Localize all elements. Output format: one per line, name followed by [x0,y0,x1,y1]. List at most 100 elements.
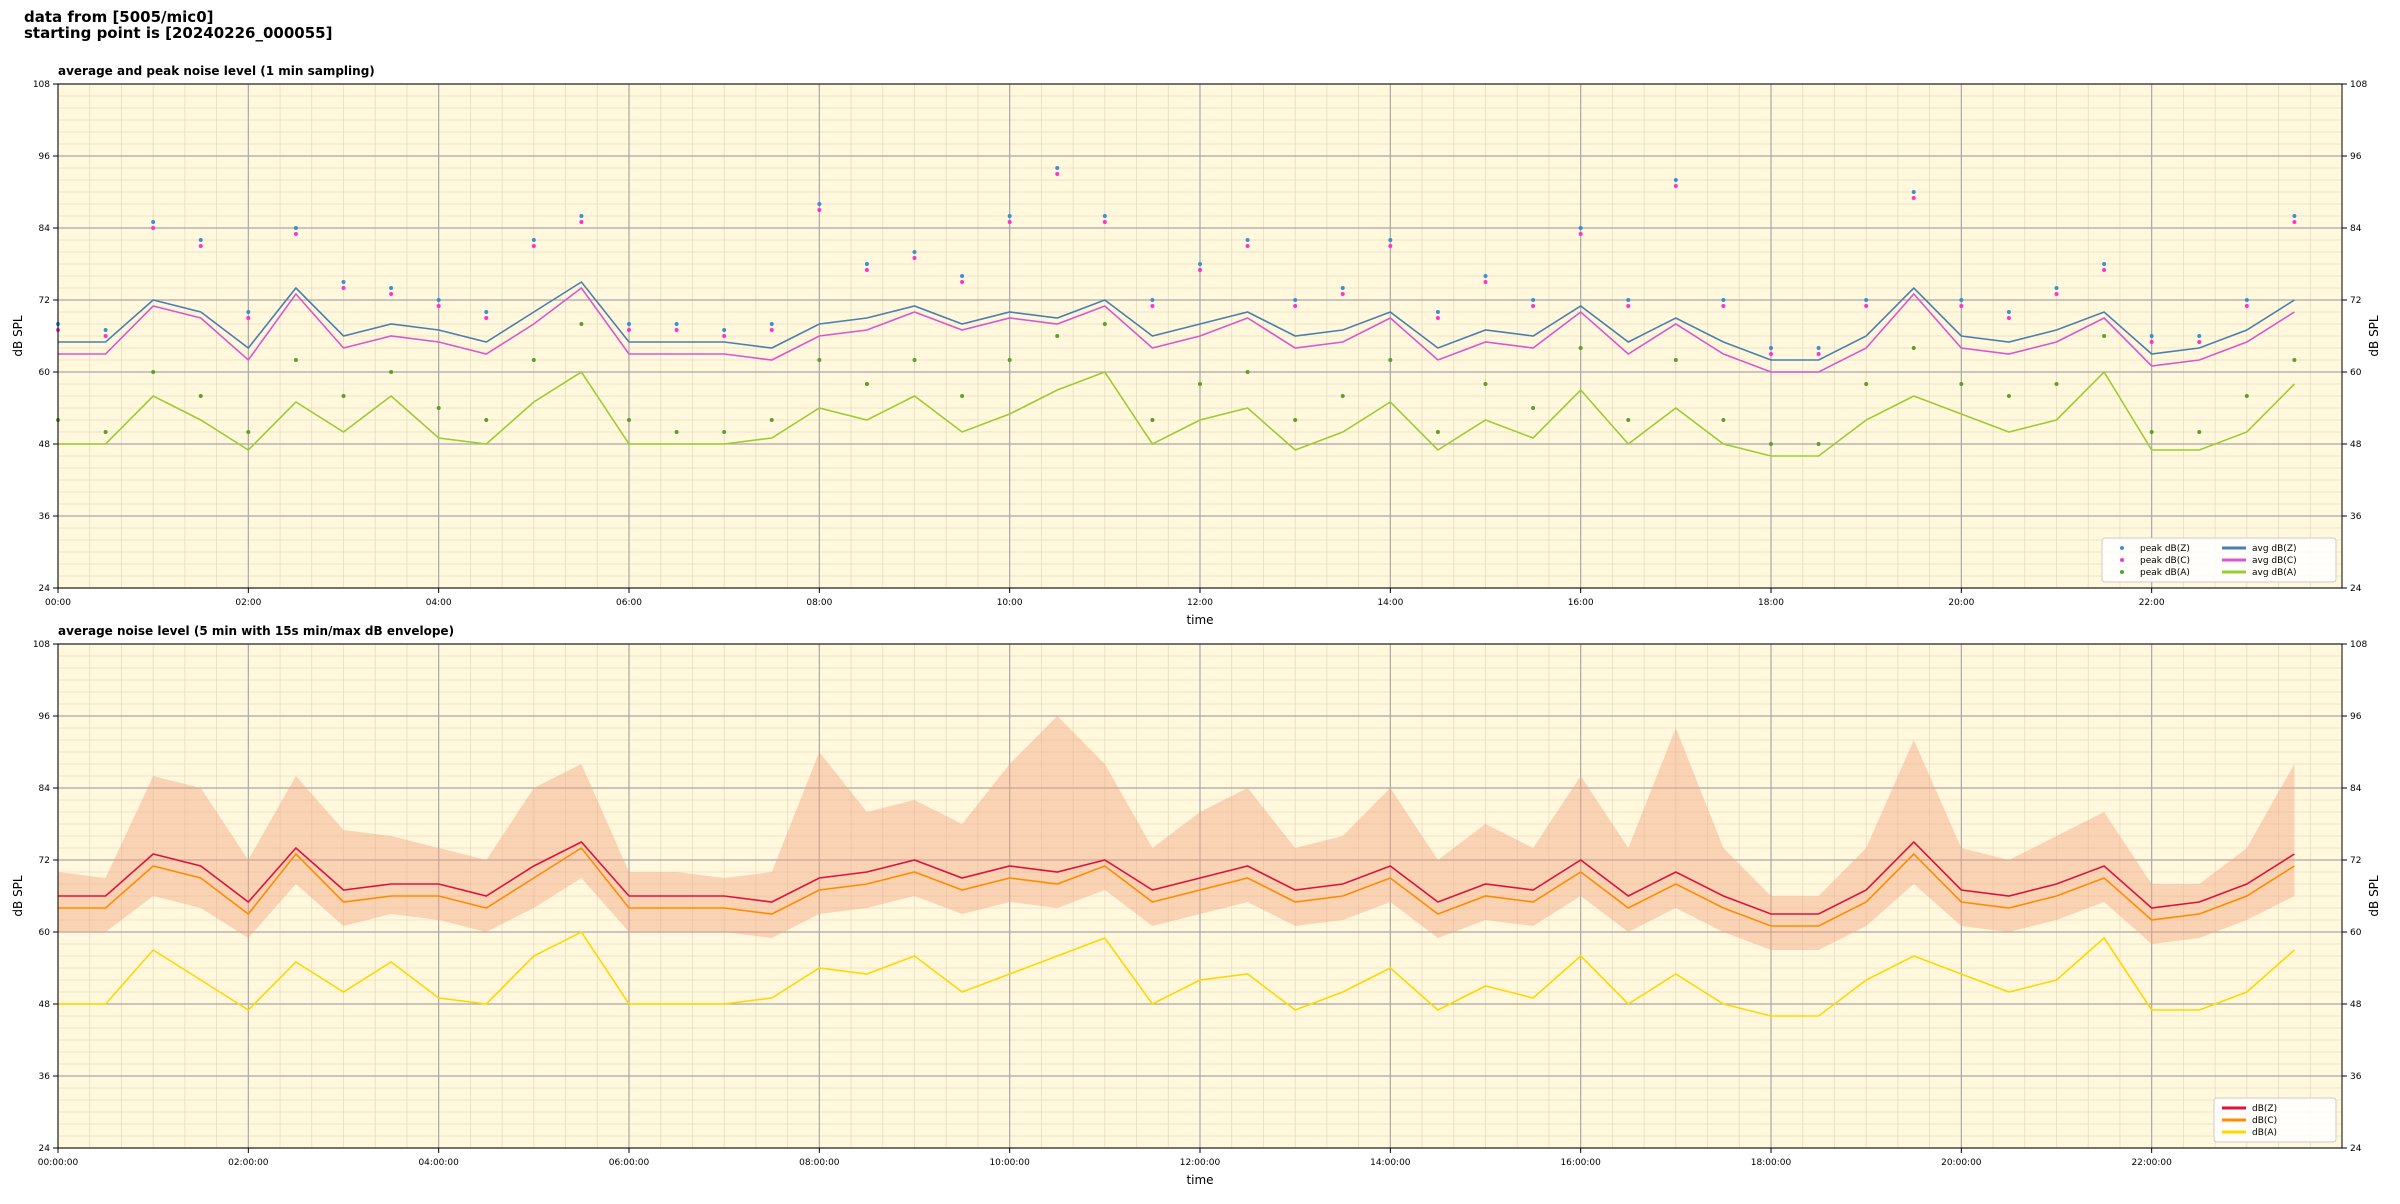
x-tick-label: 04:00 [426,598,452,608]
y2-tick-label: 24 [2350,1144,2362,1154]
peak-point [151,370,156,374]
peak-point [246,430,251,434]
peak-point [579,220,584,224]
peak-point [1626,304,1631,308]
peak-point [1245,370,1250,374]
x-axis-label: time [1186,1173,1213,1187]
series-line [58,846,2295,927]
peak-point [2006,394,2011,398]
legend-marker [2120,546,2124,550]
y2-tick-label: 60 [2350,928,2362,938]
peak-point [103,430,108,434]
peak-point [769,322,774,326]
x-tick-label: 04:00:00 [418,1158,459,1168]
y2-tick-label: 60 [2350,368,2362,378]
peak-point [1911,190,1916,194]
y-tick-label: 60 [39,928,51,938]
series-line [58,840,2295,915]
peak-point [2197,334,2202,338]
peak-point [2006,316,2011,320]
y2-tick-label: 72 [2350,296,2361,306]
peak-point [1150,418,1155,422]
peak-point [1150,304,1155,308]
peak-point [1055,166,1060,170]
peak-point [627,322,631,326]
peak-point [2292,358,2297,362]
peak-point [2149,334,2154,338]
peak-point [389,286,394,290]
peak-point [1388,238,1393,242]
peak-point [2102,268,2107,272]
peak-point [1626,418,1631,422]
peak-point [2197,340,2202,344]
header-line: starting point is [20240226_000055] [24,24,332,42]
x-tick-label: 12:00 [1187,598,1213,608]
peak-point [293,226,298,230]
peak-point [1578,226,1583,230]
y-tick-label: 48 [39,440,51,450]
peak-point [341,280,346,284]
y-axis-label: dB SPL [11,875,25,917]
x-tick-label: 02:00:00 [228,1158,269,1168]
peak-point [1578,232,1583,236]
x-tick-label: 16:00:00 [1560,1158,1601,1168]
x-tick-label: 14:00:00 [1370,1158,1411,1168]
peak-point [389,292,394,296]
series-line [58,370,2295,457]
peak-point [151,220,156,224]
peak-point [531,238,536,242]
peak-point [674,328,679,332]
y2-axis-label: dB SPL [2367,875,2381,917]
x-tick-label: 06:00:00 [609,1158,650,1168]
y-tick-label: 24 [39,1144,51,1154]
peak-point [722,334,727,338]
legend-label: peak dB(A) [2140,568,2190,578]
peak-point [2054,286,2059,290]
x-tick-label: 18:00 [1758,598,1784,608]
series-line [58,286,2295,373]
peak-point [1340,292,1345,296]
legend-label: avg dB(A) [2252,568,2296,578]
y-tick-label: 24 [39,584,51,594]
peak-point [1531,304,1536,308]
y-tick-label: 36 [39,1072,51,1082]
peak-point [1102,322,1107,326]
peak-point [1864,298,1869,302]
y-tick-label: 36 [39,512,51,522]
peak-point [1769,442,1773,446]
peak-point [436,406,441,410]
peak-point [1721,418,1726,422]
y-tick-label: 60 [39,368,51,378]
x-axis-label: time [1186,613,1213,627]
peak-point [2054,382,2059,386]
legend-label: dB(A) [2252,1128,2277,1138]
peak-point [246,310,251,314]
peak-point [2244,298,2249,302]
peak-point [769,328,774,332]
peak-point [1007,220,1012,224]
y2-tick-label: 84 [2350,784,2362,794]
envelope-area [58,716,2295,950]
y-tick-label: 96 [39,712,51,722]
peak-point [1007,214,1012,218]
peak-point [1007,358,1012,362]
y-tick-label: 84 [39,784,51,794]
peak-point [1626,298,1631,302]
peak-point [1959,382,1964,386]
peak-point [1293,304,1298,308]
legend-label: peak dB(Z) [2140,544,2190,554]
peak-point [769,418,774,422]
y2-tick-label: 108 [2350,640,2367,650]
peak-point [674,430,679,434]
peak-point [1340,286,1345,290]
peak-point [1816,346,1821,350]
peak-point [1102,220,1107,224]
peak-point [722,430,727,434]
peak-point [1435,316,1440,320]
peak-point [2102,262,2107,266]
peak-point [1531,298,1536,302]
y-tick-label: 96 [39,152,51,162]
peak-point [912,358,917,362]
legend-marker [2120,558,2124,562]
peak-point [579,214,584,218]
